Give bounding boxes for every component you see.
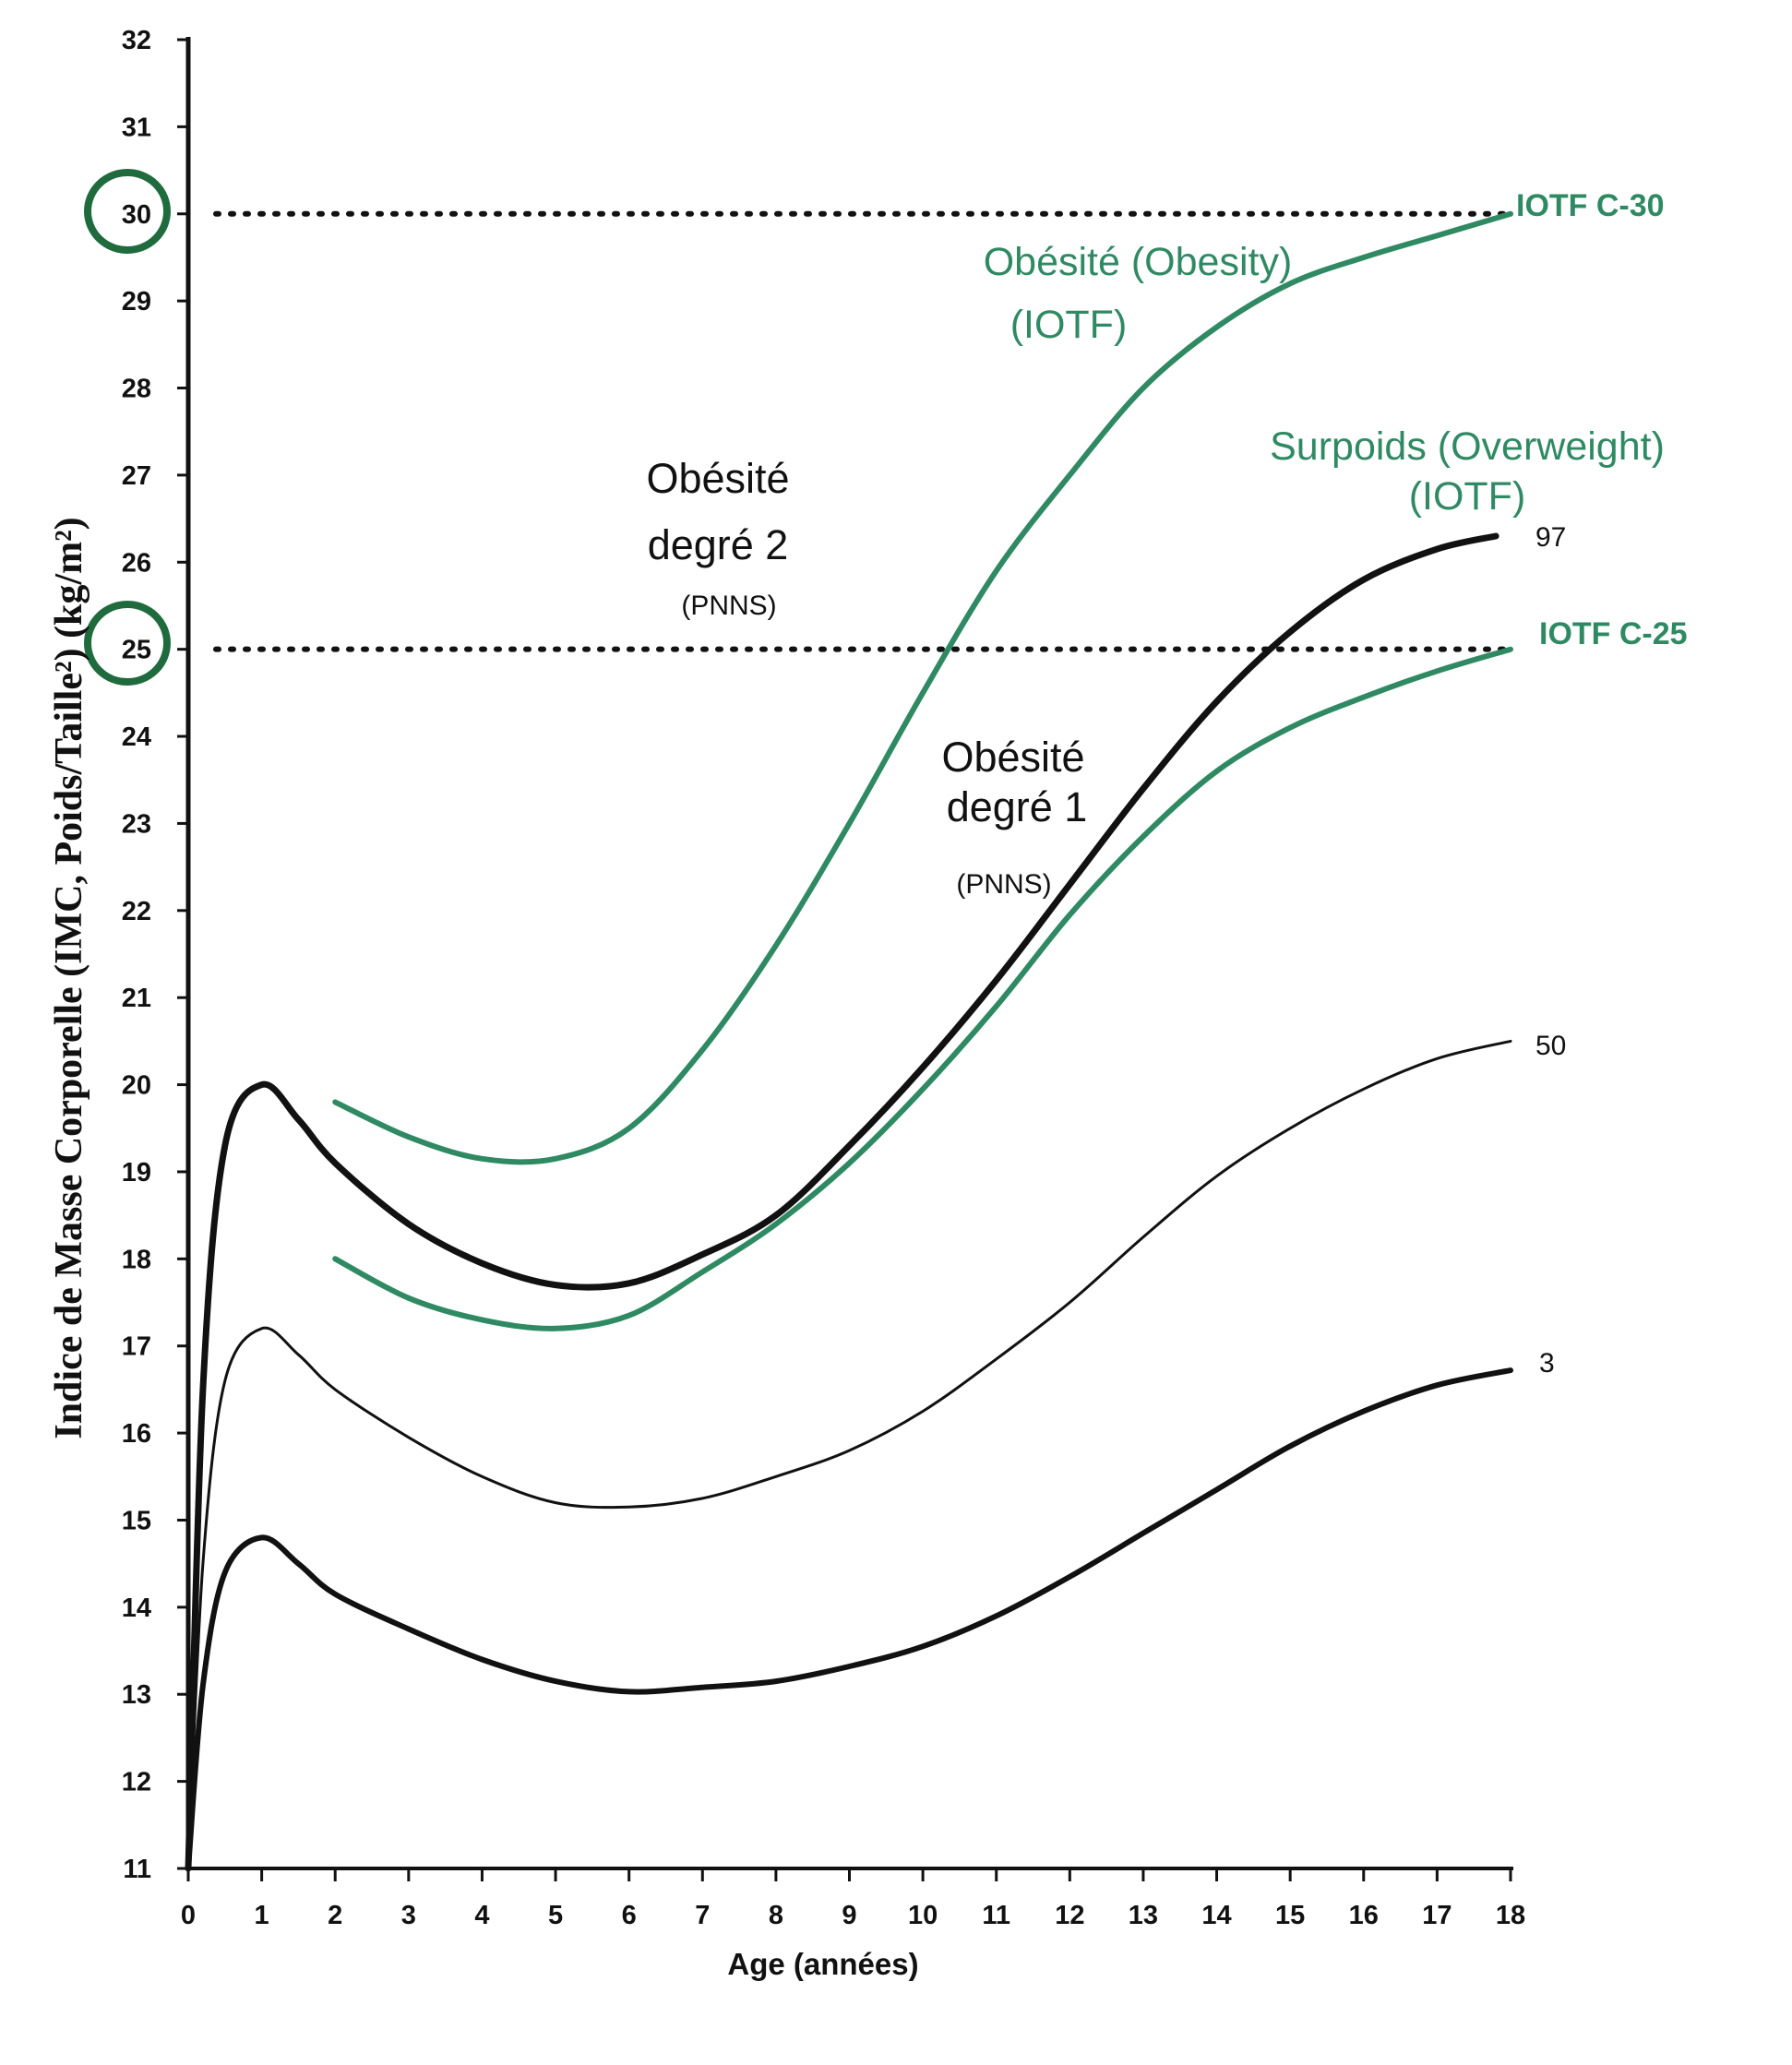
x-tick-label: 10 <box>908 1901 938 1930</box>
y-tick-label: 29 <box>122 287 151 316</box>
x-tick-label: 17 <box>1422 1901 1452 1930</box>
highlight-circle-30 <box>84 169 171 254</box>
x-tick-label: 12 <box>1055 1901 1084 1930</box>
y-tick-label: 28 <box>122 375 151 404</box>
x-tick-label: 2 <box>328 1901 342 1930</box>
annotation-obesity-line1: Obésité (Obesity) <box>984 240 1293 284</box>
x-tick-label: 9 <box>842 1901 856 1930</box>
y-tick-label: 24 <box>122 722 151 752</box>
y-tick-label: 22 <box>122 897 151 926</box>
y-tick-label: 19 <box>122 1158 151 1188</box>
x-tick-label: 6 <box>622 1901 637 1930</box>
x-tick-label: 16 <box>1349 1901 1379 1930</box>
y-tick-label: 25 <box>122 636 151 665</box>
annotation-obese2-line1: Obésité <box>646 455 789 502</box>
series-line-percentile-97 <box>185 532 1499 1872</box>
annotation-overweight-line1: Surpoids (Overweight) <box>1270 424 1665 469</box>
x-tick-label: 5 <box>548 1901 563 1930</box>
y-axis-title: Indice de Masse Corporelle (IMC, Poids/T… <box>48 517 90 1438</box>
y-tick-label: 11 <box>123 1855 151 1884</box>
series-end-label-50: 50 <box>1535 1031 1566 1061</box>
x-tick-label: 18 <box>1496 1901 1525 1930</box>
x-tick-label: 4 <box>474 1901 489 1930</box>
y-tick-label: 15 <box>122 1506 151 1535</box>
y-tick-label: 23 <box>122 809 151 839</box>
y-tick-label: 32 <box>122 26 151 55</box>
y-tick-label: 30 <box>122 200 151 230</box>
x-tick-label: 15 <box>1275 1901 1305 1930</box>
y-tick-label: 31 <box>122 113 151 142</box>
y-tick-label: 14 <box>122 1594 151 1623</box>
x-tick-label: 7 <box>695 1901 710 1930</box>
series-line-iotf-overweight <box>332 646 1513 1331</box>
annotation-obese2-line2: degré 2 <box>648 521 789 568</box>
series-end-label-97: 97 <box>1535 522 1566 553</box>
x-tick-label: 0 <box>181 1901 196 1930</box>
annotation-obese1-line2: degré 1 <box>947 783 1088 830</box>
series-line-percentile-3 <box>185 1367 1513 1871</box>
x-axis-ticks: 0 1 2 3 4 5 6 7 8 9 10 11 12 13 14 15 16 17 18 <box>181 1868 1525 1930</box>
annotation-obese1-line3: (PNNS) <box>956 869 1051 900</box>
x-tick-label: 11 <box>982 1901 1010 1930</box>
annotation-overweight-line2: (IOTF) <box>1409 474 1526 519</box>
y-tick-label: 21 <box>122 984 151 1013</box>
y-tick-label: 12 <box>122 1768 151 1797</box>
y-tick-label: 26 <box>122 548 151 578</box>
y-tick-label: 16 <box>122 1419 151 1449</box>
series-end-label-3: 3 <box>1539 1348 1555 1379</box>
reference-label-iotf-c30: IOTF C-30 <box>1516 188 1665 223</box>
y-tick-label: 27 <box>122 461 151 491</box>
annotation-obese2-line3: (PNNS) <box>681 591 776 621</box>
y-tick-label: 18 <box>122 1245 151 1274</box>
x-tick-label: 3 <box>401 1901 416 1930</box>
y-axis-ticks: 11 12 13 14 15 16 17 18 19 20 21 22 23 24 25 26 27 28 29 30… <box>122 26 188 1884</box>
x-axis-title: Age (années) <box>727 1947 918 1981</box>
annotation-obese1-line1: Obésité <box>941 734 1084 781</box>
y-tick-label: 13 <box>122 1680 151 1710</box>
annotation-obesity-line2: (IOTF) <box>1010 303 1128 347</box>
x-tick-label: 14 <box>1201 1901 1231 1930</box>
series-line-percentile-50 <box>186 1039 1512 1870</box>
y-tick-label: 20 <box>122 1071 151 1101</box>
y-tick-label: 17 <box>122 1332 151 1362</box>
x-tick-label: 13 <box>1129 1901 1158 1930</box>
highlight-circle-25 <box>84 601 171 686</box>
x-tick-label: 8 <box>769 1901 783 1930</box>
series-line-iotf-obesity <box>332 210 1513 1165</box>
x-tick-label: 1 <box>255 1901 269 1930</box>
reference-label-iotf-c25: IOTF C-25 <box>1539 616 1688 651</box>
